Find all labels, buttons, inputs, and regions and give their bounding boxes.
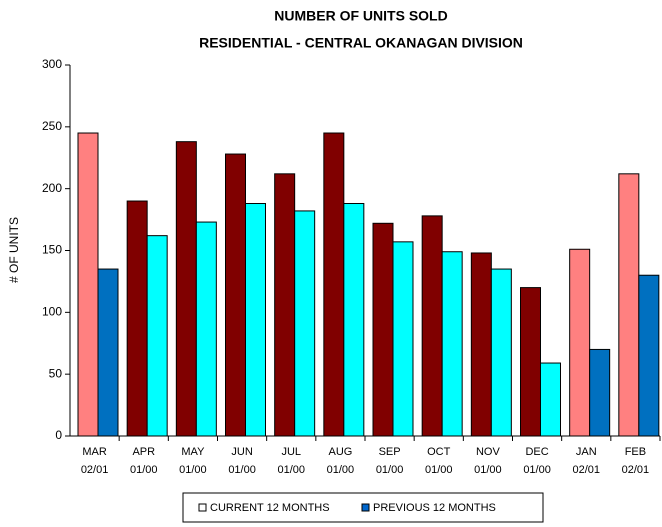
y-tick-label: 50 [49, 366, 63, 380]
bar [245, 203, 266, 437]
bar [589, 348, 611, 437]
bar [470, 252, 492, 437]
bar [97, 268, 119, 437]
x-tick-label: 01/00 [425, 464, 453, 476]
legend-swatch [361, 503, 370, 512]
legend-label: CURRENT 12 MONTHS [210, 502, 330, 514]
bar [392, 241, 414, 437]
bar [175, 141, 197, 437]
x-tick-label: OCT [427, 446, 451, 458]
chart-subtitle: RESIDENTIAL - CENTRAL OKANAGAN DIVISION [199, 35, 523, 51]
y-tick-label: 100 [42, 305, 62, 319]
x-tick-label: 02/01 [81, 464, 109, 476]
y-tick-label: 250 [42, 119, 62, 133]
x-tick-label: 02/01 [622, 464, 650, 476]
x-tick-label: MAY [181, 446, 205, 458]
x-tick-label: 01/00 [277, 464, 305, 476]
legend-swatch [198, 503, 207, 512]
bar [225, 153, 246, 437]
x-tick-label: MAR [82, 446, 107, 458]
x-tick-label: 02/01 [572, 464, 600, 476]
x-tick-label: DEC [525, 446, 548, 458]
bar [274, 173, 296, 437]
y-tick-label: 200 [42, 181, 62, 195]
bar [638, 274, 660, 437]
bar [441, 251, 463, 437]
bar [77, 132, 99, 437]
y-tick-label: 300 [42, 57, 62, 71]
x-tick-label: APR [132, 446, 155, 458]
bar [490, 268, 512, 437]
x-tick-label: JUL [281, 446, 301, 458]
bar [294, 210, 316, 437]
x-tick-label: AUG [328, 446, 352, 458]
bar [540, 362, 561, 437]
bar [195, 221, 217, 437]
x-tick-label: 01/00 [376, 464, 404, 476]
x-tick-label: 01/00 [327, 464, 355, 476]
x-tick-label: 01/00 [474, 464, 502, 476]
x-tick-label: JUN [231, 446, 252, 458]
bar [618, 173, 640, 437]
x-tick-label: 01/00 [179, 464, 207, 476]
legend-label: PREVIOUS 12 MONTHS [373, 502, 496, 514]
bar [520, 287, 541, 437]
bar [343, 203, 365, 437]
y-tick-label: 0 [55, 428, 62, 442]
bar [569, 248, 591, 437]
x-tick-label: JAN [576, 446, 597, 458]
bar [421, 215, 443, 437]
x-tick-label: FEB [625, 446, 646, 458]
x-tick-label: 01/00 [523, 464, 551, 476]
x-tick-label: 01/00 [228, 464, 256, 476]
x-tick-label: NOV [476, 446, 501, 458]
x-tick-label: 01/00 [130, 464, 158, 476]
bar [372, 222, 394, 437]
bar [126, 200, 148, 437]
y-tick-label: 150 [42, 243, 62, 257]
x-tick-label: SEP [379, 446, 401, 458]
bar [146, 235, 168, 437]
y-axis-label: # OF UNITS [7, 217, 21, 283]
chart-title: NUMBER OF UNITS SOLD [274, 8, 447, 24]
bar [323, 132, 345, 437]
